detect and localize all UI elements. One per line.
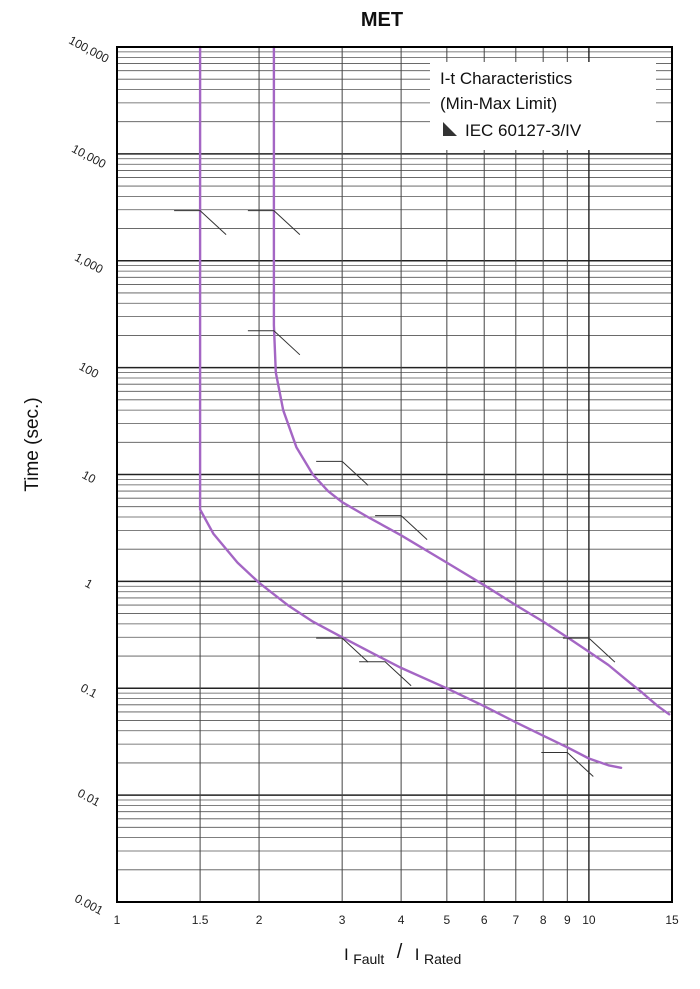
- x-tick-label: 8: [540, 913, 547, 927]
- grid-minor: [117, 51, 672, 871]
- x-tick-labels: 1 1.5 2 3 4 5 6 7 8 9 10 15: [114, 913, 679, 927]
- y-tick-label: 1,000: [72, 250, 105, 277]
- legend-triangle-icon: [443, 122, 457, 136]
- tolerance-marker: [316, 637, 369, 663]
- tolerance-markers: [174, 210, 616, 777]
- tolerance-marker: [541, 751, 594, 777]
- x-tick-label: 4: [398, 913, 405, 927]
- plot-frame: [116, 46, 673, 903]
- tolerance-marker: [316, 460, 369, 486]
- x-tick-label: 15: [665, 913, 679, 927]
- y-tick-label: 10: [80, 468, 99, 487]
- y-tick-label: 0.001: [72, 891, 105, 918]
- x-tick-label: 2: [256, 913, 263, 927]
- legend-line-1: I-t Characteristics: [440, 69, 572, 88]
- x-tick-label: 7: [512, 913, 519, 927]
- x-tick-label: 1: [114, 913, 121, 927]
- x-tick-label: 5: [444, 913, 451, 927]
- tolerance-marker: [247, 330, 301, 356]
- y-tick-labels: 100,000 10,000 1,000 100 10 1 0.1 0.01 0.001: [66, 33, 111, 918]
- y-tick-label: 10,000: [69, 142, 108, 172]
- y-tick-label: 100: [77, 359, 102, 381]
- y-tick-label: 1: [83, 576, 96, 592]
- x-label-denominator: I: [415, 945, 420, 964]
- tolerance-marker: [174, 210, 227, 235]
- x-label-numerator: I: [344, 945, 349, 964]
- x-tick-label: 1.5: [192, 913, 209, 927]
- chart-title: MET: [361, 9, 403, 31]
- x-axis-label: I Fault / I Rated: [344, 941, 461, 968]
- curve-series-2: [272, 45, 671, 716]
- x-tick-label: 9: [564, 913, 571, 927]
- x-label-fault: Fault: [353, 951, 384, 967]
- tolerance-marker: [359, 661, 412, 687]
- curve-series-1: [198, 45, 623, 769]
- y-tick-label: 0.1: [78, 681, 100, 701]
- x-tick-label: 6: [481, 913, 488, 927]
- legend-line-2: (Min-Max Limit): [440, 94, 557, 113]
- tolerance-marker: [562, 637, 616, 663]
- curves: [198, 45, 671, 769]
- legend-box: [430, 62, 656, 150]
- legend-line-3: IEC 60127-3/IV: [465, 121, 582, 140]
- x-tick-label: 3: [339, 913, 346, 927]
- y-tick-label: 100,000: [66, 33, 111, 66]
- y-tick-label: 0.01: [75, 786, 102, 809]
- tolerance-marker: [247, 210, 301, 235]
- x-label-slash: /: [397, 941, 403, 963]
- x-label-rated: Rated: [424, 951, 461, 967]
- tolerance-marker: [375, 515, 428, 540]
- x-tick-label: 10: [582, 913, 596, 927]
- y-axis-label: Time (sec.): [22, 397, 43, 491]
